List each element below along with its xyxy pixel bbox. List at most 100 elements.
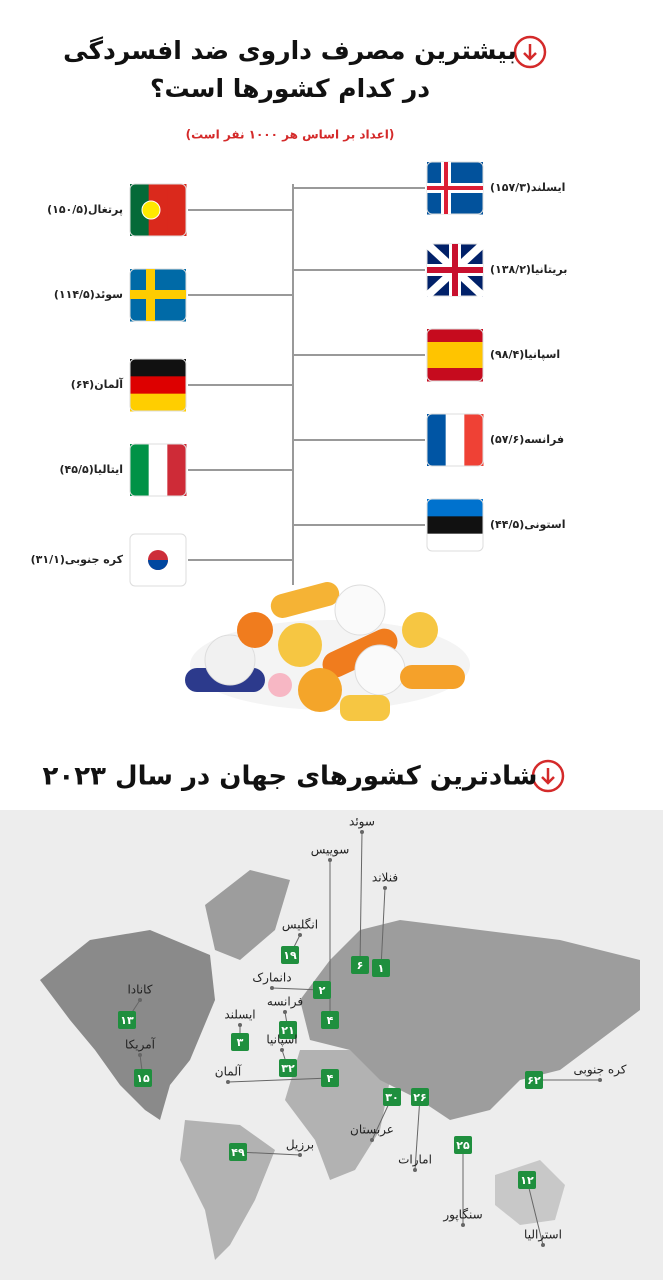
flag [129,533,187,587]
country-name: برزیل [286,1138,314,1153]
flag-stripe [427,499,483,517]
rank: ۱ [378,962,385,975]
rank-badge [134,1069,152,1087]
flag [426,498,484,552]
flag-stripe [167,444,187,496]
leader-dot [238,1023,242,1027]
flag [129,443,187,497]
country-label: فرانسه(۵۷/۶) [490,433,564,446]
leader-line [227,1077,331,1083]
rank: ۳۲ [281,1062,295,1075]
country-label: استونی(۴۴/۵) [490,518,565,531]
flag-stripe [427,355,483,369]
leader-dot [283,1010,287,1014]
country-label: ایتالیا(۴۵/۵) [59,463,123,476]
leader-line [359,831,363,966]
rank-badge [321,1011,339,1029]
rank: ۳۰ [385,1091,398,1104]
rank: ۴ [327,1014,334,1027]
flag-stripe [148,444,168,496]
leader-dot [270,986,274,990]
leader-dot [298,1153,302,1157]
rank-badge [281,946,299,964]
rank: ۱۹ [283,949,297,962]
rank-badge [411,1088,429,1106]
country-name: استرالیا [524,1228,562,1243]
country-label: کره جنوبی(۳۱/۱) [31,553,124,566]
rank-badge [229,1143,247,1161]
country-name: اسپانیا [266,1033,297,1047]
flag [129,358,187,412]
rank-badge [518,1171,536,1189]
rank-badge [383,1088,401,1106]
flag-stripe [427,329,483,343]
country-name: فرانسه [267,995,303,1010]
leader-dot [383,886,387,890]
rank: ۱۳ [120,1014,134,1027]
rank: ۴ [327,1072,334,1085]
rank: ۲۱ [281,1024,294,1037]
rank-badge [118,1011,136,1029]
flag-stripe [445,414,465,466]
rank: ۳ [237,1036,244,1049]
country-name: سوئد [349,815,375,830]
cross [427,186,483,190]
leader-dot [280,1048,284,1052]
rank-badge [525,1071,543,1089]
rank: ۲۵ [456,1139,470,1152]
leader-dot [413,1168,417,1172]
flag [129,268,187,322]
leader-line [380,887,386,969]
flag-stripe [427,533,483,552]
rank-badge [313,981,331,999]
leader-dot [598,1078,602,1082]
rank: ۴۹ [231,1146,245,1159]
leader-dot [298,933,302,937]
flag-frame [129,183,187,237]
leader-dot [226,1080,230,1084]
rank-badge [279,1059,297,1077]
icon [513,35,547,69]
country-name: سنگاپور [442,1208,482,1223]
title: شادترین کشورهای جهان در سال ۲۰۲۳ [42,762,537,792]
pills-illustration [185,582,470,721]
country-label: سوئد(۱۱۴/۵) [54,288,123,301]
country-name: آلمان [215,1064,242,1079]
flag-frame [426,328,484,382]
leader-line [237,1151,301,1156]
flag-stripe [427,342,483,356]
country-name: سوییس [311,843,350,858]
flag [426,328,484,382]
country-name: آمریکا [125,1037,156,1053]
flag-stripe [130,184,150,236]
leader-dot [138,1053,142,1057]
flag [426,413,484,467]
rank: ۱۵ [136,1072,150,1085]
flag-stripe [130,376,186,395]
country-label: ایسلند(۱۵۷/۳) [490,181,565,194]
country-name: کره جنوبی [573,1063,626,1078]
rank: ۶ [357,959,364,972]
country-name: امارات [398,1153,432,1168]
flag-frame [129,358,187,412]
flag-stripe [427,368,483,382]
country-label: آلمان(۶۴) [71,377,124,391]
flag [129,183,187,237]
leader-dot [360,830,364,834]
flag-frame [426,498,484,552]
country-name: انگلیس [282,918,318,933]
rank-badge [231,1033,249,1051]
country-name: عربستان [350,1123,394,1138]
flag-stripe [427,516,483,535]
rank: ۲۶ [413,1091,426,1104]
flag-stripe [130,393,186,412]
flag-frame [129,533,187,587]
rank-badge [321,1069,339,1087]
cross [427,267,483,273]
rank: ۲ [319,984,326,997]
flag-frame [129,443,187,497]
leader-line [414,1096,421,1171]
flag [426,161,484,215]
country-label: بریتانیا(۱۳۸/۲) [490,263,567,276]
